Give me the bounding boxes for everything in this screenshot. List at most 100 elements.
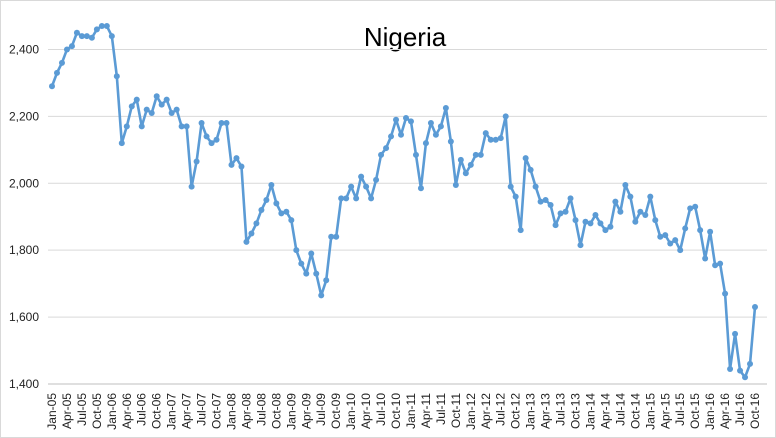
data-point — [567, 195, 574, 202]
data-point — [627, 193, 634, 200]
x-axis-tick-labels: Jan-05 Apr-05 Jul-05 Oct-05 Jan-06 Apr-06 Jul-… — [45, 393, 762, 430]
data-point — [542, 197, 549, 203]
x-tick-label: Jan-06 — [105, 393, 119, 430]
data-point — [268, 181, 275, 188]
x-tick-label: Jul-13 — [554, 393, 568, 426]
x-tick-label: Jul-08 — [254, 393, 268, 426]
data-point — [547, 202, 554, 209]
x-tick-label: Apr-08 — [239, 393, 253, 429]
data-point — [293, 247, 300, 254]
data-point — [482, 130, 489, 137]
x-tick-label: Jul-07 — [195, 393, 209, 426]
series-line-layer — [50, 24, 757, 379]
data-point — [677, 247, 684, 254]
x-tick-label: Jan-08 — [224, 393, 238, 430]
x-tick-label: Jan-09 — [284, 393, 298, 430]
data-point — [537, 198, 544, 205]
data-point — [78, 33, 85, 40]
data-point — [158, 101, 165, 108]
data-point — [572, 217, 579, 224]
data-point — [123, 123, 130, 130]
y-tick-label: 1,600 — [9, 310, 39, 324]
data-point — [153, 93, 160, 100]
x-tick-label: Oct-13 — [569, 393, 583, 429]
data-point — [113, 73, 120, 80]
data-point — [98, 23, 105, 30]
data-point — [118, 140, 125, 147]
x-tick-label: Jan-11 — [404, 393, 418, 429]
x-tick-label: Jul-09 — [314, 393, 328, 426]
data-point — [732, 330, 739, 337]
data-point — [263, 197, 270, 203]
data-point — [452, 181, 459, 188]
data-point — [512, 193, 519, 200]
data-point — [617, 208, 624, 215]
data-point — [148, 110, 155, 117]
data-point — [652, 217, 659, 224]
x-tick-label: Oct-16 — [748, 393, 762, 429]
data-point — [747, 360, 754, 367]
data-point — [717, 260, 724, 267]
data-point — [582, 218, 589, 225]
data-point — [278, 210, 285, 217]
data-point — [427, 120, 434, 127]
data-point — [752, 304, 758, 311]
data-point — [388, 133, 395, 140]
data-point — [348, 183, 355, 190]
x-tick-label: Oct-11 — [449, 393, 463, 428]
data-point — [108, 33, 115, 40]
data-point — [63, 46, 70, 53]
y-tick-label: 2,200 — [9, 109, 39, 123]
data-point — [687, 205, 694, 212]
data-point — [527, 166, 534, 173]
data-point — [58, 59, 65, 66]
data-point — [353, 195, 360, 202]
data-point — [238, 163, 245, 170]
data-point — [218, 120, 225, 127]
data-point — [248, 230, 255, 237]
data-point — [702, 255, 709, 262]
x-tick-label: Apr-12 — [479, 393, 493, 429]
data-point — [707, 228, 714, 235]
data-point — [672, 237, 679, 244]
data-point — [442, 105, 449, 111]
data-point — [737, 367, 744, 374]
data-point — [368, 195, 375, 202]
data-point — [682, 225, 689, 232]
x-tick-label: Jul-12 — [494, 393, 508, 426]
data-point — [83, 33, 90, 40]
x-tick-label: Jul-15 — [673, 393, 687, 426]
data-point — [612, 198, 619, 205]
data-point — [208, 140, 215, 147]
data-point — [477, 151, 484, 158]
x-tick-label: Oct-08 — [269, 393, 283, 429]
data-point — [328, 233, 335, 240]
data-point — [557, 210, 564, 217]
data-point — [288, 217, 295, 224]
x-tick-label: Apr-05 — [60, 393, 74, 429]
x-tick-label: Oct-09 — [329, 393, 343, 429]
data-point — [577, 242, 584, 249]
data-point — [138, 123, 145, 130]
data-point — [492, 136, 499, 143]
data-point — [622, 181, 629, 188]
x-tick-label: Oct-12 — [509, 393, 523, 429]
x-tick-label: Jul-06 — [135, 393, 149, 426]
data-point — [517, 227, 524, 234]
x-tick-label: Jan-05 — [45, 393, 59, 430]
data-point — [49, 83, 55, 90]
data-point — [313, 270, 320, 277]
data-point — [462, 170, 469, 177]
x-tick-label: Oct-15 — [688, 393, 702, 429]
data-point — [363, 183, 370, 190]
data-point — [502, 113, 509, 120]
x-tick-label: Oct-07 — [210, 393, 224, 429]
data-point — [358, 173, 365, 180]
x-tick-label: Jan-07 — [165, 393, 179, 430]
data-point — [657, 233, 664, 240]
data-point — [727, 365, 734, 372]
x-tick-label: Apr-06 — [120, 393, 134, 429]
data-point — [143, 106, 150, 113]
data-point — [602, 227, 609, 234]
x-tick-label: Apr-16 — [718, 393, 732, 429]
